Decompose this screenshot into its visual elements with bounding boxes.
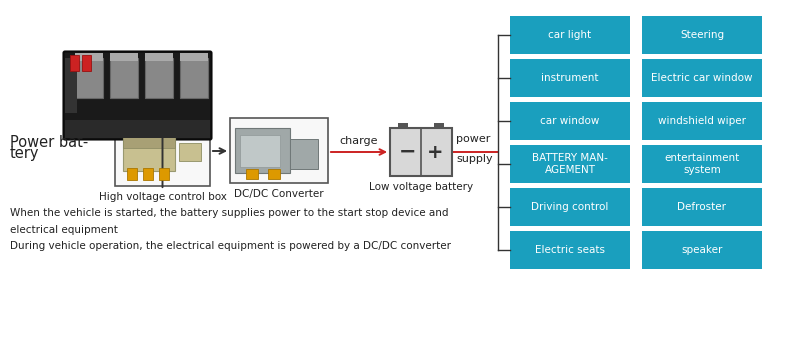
FancyBboxPatch shape xyxy=(110,58,138,98)
Text: Defroster: Defroster xyxy=(677,202,727,212)
FancyBboxPatch shape xyxy=(110,53,138,61)
FancyBboxPatch shape xyxy=(290,139,318,169)
FancyBboxPatch shape xyxy=(642,145,762,183)
Text: Low voltage battery: Low voltage battery xyxy=(369,182,473,192)
FancyBboxPatch shape xyxy=(127,168,137,180)
FancyBboxPatch shape xyxy=(145,53,173,61)
Text: car light: car light xyxy=(548,30,591,40)
FancyBboxPatch shape xyxy=(510,102,630,140)
FancyBboxPatch shape xyxy=(510,16,630,54)
Text: +: + xyxy=(426,143,443,162)
FancyBboxPatch shape xyxy=(75,58,103,98)
Text: Electric seats: Electric seats xyxy=(535,245,605,255)
FancyBboxPatch shape xyxy=(510,59,630,97)
FancyBboxPatch shape xyxy=(398,123,408,128)
FancyBboxPatch shape xyxy=(65,120,210,138)
FancyBboxPatch shape xyxy=(268,169,280,179)
Text: entertainment
system: entertainment system xyxy=(664,153,740,175)
FancyBboxPatch shape xyxy=(434,123,444,128)
Text: Steering: Steering xyxy=(680,30,724,40)
FancyBboxPatch shape xyxy=(510,231,630,269)
Text: −: − xyxy=(399,142,416,162)
FancyBboxPatch shape xyxy=(510,145,630,183)
FancyBboxPatch shape xyxy=(143,168,153,180)
Text: During vehicle operation, the electrical equipment is powered by a DC/DC convert: During vehicle operation, the electrical… xyxy=(10,241,451,251)
Text: car window: car window xyxy=(540,116,599,126)
Text: electrical equipment: electrical equipment xyxy=(10,225,118,235)
FancyBboxPatch shape xyxy=(240,135,280,167)
FancyBboxPatch shape xyxy=(235,128,290,173)
FancyBboxPatch shape xyxy=(642,59,762,97)
Text: charge: charge xyxy=(339,136,378,146)
Text: Driving control: Driving control xyxy=(531,202,608,212)
FancyBboxPatch shape xyxy=(510,188,630,226)
Text: speaker: speaker xyxy=(681,245,723,255)
FancyBboxPatch shape xyxy=(75,53,103,61)
Text: instrument: instrument xyxy=(541,73,599,83)
FancyBboxPatch shape xyxy=(123,133,175,171)
FancyBboxPatch shape xyxy=(230,118,328,183)
FancyBboxPatch shape xyxy=(70,55,79,71)
FancyBboxPatch shape xyxy=(390,128,452,176)
Text: When the vehicle is started, the battery supplies power to the start stop device: When the vehicle is started, the battery… xyxy=(10,208,449,218)
FancyBboxPatch shape xyxy=(179,143,201,161)
Text: windshield wiper: windshield wiper xyxy=(658,116,746,126)
FancyBboxPatch shape xyxy=(246,169,258,179)
FancyBboxPatch shape xyxy=(642,102,762,140)
Text: tery: tery xyxy=(10,146,40,161)
FancyBboxPatch shape xyxy=(63,51,211,140)
Text: DC/DC Converter: DC/DC Converter xyxy=(234,189,324,199)
Text: BATTERY MAN-
AGEMENT: BATTERY MAN- AGEMENT xyxy=(532,153,608,175)
FancyBboxPatch shape xyxy=(123,133,175,148)
FancyBboxPatch shape xyxy=(82,55,91,71)
FancyBboxPatch shape xyxy=(65,58,77,113)
Text: Electric car window: Electric car window xyxy=(651,73,752,83)
FancyBboxPatch shape xyxy=(642,231,762,269)
FancyBboxPatch shape xyxy=(115,116,210,186)
Text: Power bat-: Power bat- xyxy=(10,135,88,150)
FancyBboxPatch shape xyxy=(180,58,208,98)
FancyBboxPatch shape xyxy=(145,58,173,98)
FancyBboxPatch shape xyxy=(642,16,762,54)
Text: High voltage control box: High voltage control box xyxy=(99,192,227,202)
FancyBboxPatch shape xyxy=(159,168,169,180)
Text: supply: supply xyxy=(456,154,492,164)
Text: power: power xyxy=(456,134,490,144)
FancyBboxPatch shape xyxy=(642,188,762,226)
FancyBboxPatch shape xyxy=(180,53,208,61)
